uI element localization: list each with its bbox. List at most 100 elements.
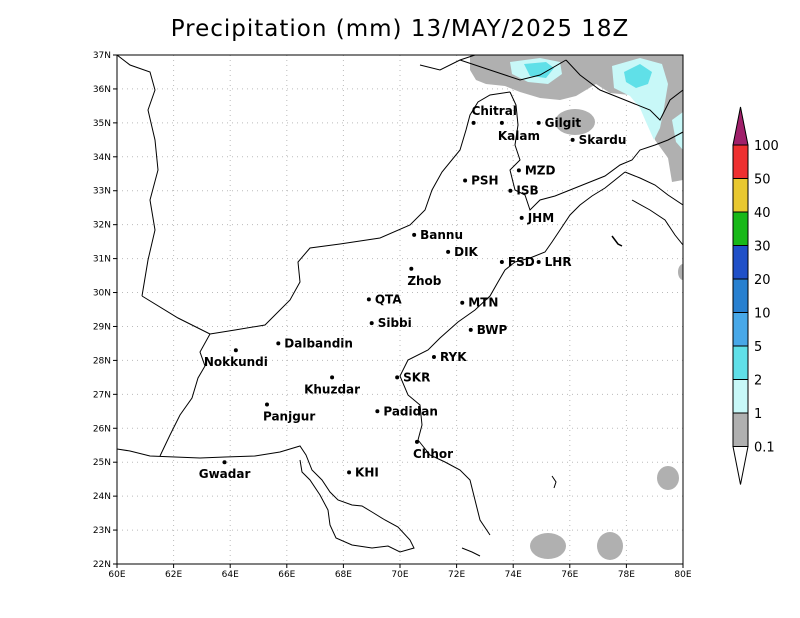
city-label: Gwadar: [199, 467, 251, 481]
lat-tick-label: 29N: [93, 322, 111, 332]
city-marker: [499, 120, 504, 125]
city-label: Khuzdar: [304, 382, 360, 396]
city-marker: [536, 120, 541, 125]
lon-tick-label: 76E: [561, 570, 578, 580]
precip-area-south-3: [657, 466, 679, 490]
legend-top-arrow: [732, 106, 749, 146]
city-label: JHM: [527, 211, 554, 225]
lon-tick-label: 74E: [505, 570, 522, 580]
city-marker: [369, 321, 374, 326]
map-title: Precipitation (mm) 13/MAY/2025 18Z: [170, 16, 630, 42]
city-marker: [409, 266, 414, 271]
city-marker: [414, 439, 419, 444]
color-legend: 100 50 40 30 20 10 5 2 1 0.1: [732, 106, 779, 485]
city-marker: [499, 259, 504, 264]
city-marker: [446, 249, 451, 254]
grid-lines: [117, 55, 683, 564]
precip-area-south-2: [597, 532, 623, 560]
lon-tick-label: 60E: [108, 570, 125, 580]
city-marker: [471, 120, 476, 125]
lon-tick-label: 64E: [222, 570, 239, 580]
latitude-ticks: 22N 23N 24N 25N 26N 27N 28N 29N 30N 31N 32N 33N 34N 3…: [93, 51, 117, 570]
map-frame: [116, 54, 684, 565]
border-afghanistan-pakistan: [209, 91, 511, 335]
city-label: Gilgit: [545, 116, 582, 130]
border-tibet: [631, 199, 683, 246]
legend-label: 100: [754, 139, 779, 154]
precip-area-cyan-4: [624, 64, 652, 88]
lat-tick-label: 37N: [93, 51, 111, 61]
city-label: RYK: [440, 350, 467, 364]
legend-swatch: [732, 178, 749, 213]
city-marker: [508, 188, 513, 193]
city-label: Skardu: [579, 133, 627, 147]
legend-label: 50: [754, 173, 771, 188]
lat-tick-label: 26N: [93, 424, 111, 434]
city-label: Nokkundi: [204, 355, 268, 369]
lat-tick-label: 28N: [93, 356, 111, 366]
city-label: Chitral: [472, 104, 517, 118]
lon-tick-label: 66E: [278, 570, 295, 580]
legend-swatch: [732, 245, 749, 280]
precip-area-cyan-5: [672, 112, 683, 150]
precip-area-cyan-2: [524, 62, 554, 78]
city-label: SKR: [403, 370, 430, 384]
city-marker: [460, 300, 465, 305]
city-label: MZD: [525, 163, 556, 177]
lat-tick-label: 33N: [93, 187, 111, 197]
city-label: Padidan: [383, 404, 438, 418]
lon-tick-label: 68E: [335, 570, 352, 580]
city-label: Kalam: [498, 129, 540, 143]
lat-tick-label: 36N: [93, 85, 111, 95]
city-marker: [330, 375, 335, 380]
city-label: LHR: [545, 255, 572, 269]
city-label: DIK: [454, 245, 478, 259]
legend-label: 5: [754, 340, 762, 355]
legend-label: 40: [754, 206, 771, 221]
city-label: Zhob: [407, 274, 441, 288]
city-marker: [431, 355, 436, 360]
coastline: [117, 445, 415, 553]
legend-label: 2: [754, 374, 762, 389]
city-label: KHI: [355, 465, 379, 479]
border-kashmir: [509, 91, 683, 211]
city-marker: [395, 375, 400, 380]
precip-area-east: [678, 264, 683, 280]
city-markers: Chitral Gilgit Kalam Skardu MZD PSH ISB JHM Bann…: [199, 104, 627, 481]
legend-swatch: [732, 211, 749, 246]
lat-tick-label: 31N: [93, 255, 111, 265]
lon-tick-label: 70E: [391, 570, 408, 580]
lat-tick-label: 30N: [93, 289, 111, 299]
border-afghanistan-tajik: [419, 55, 476, 71]
city-marker: [233, 348, 238, 353]
legend-swatch: [732, 278, 749, 313]
lat-tick-label: 25N: [93, 458, 111, 468]
city-marker: [375, 409, 380, 414]
border-pakistan-india: [399, 171, 626, 441]
city-label: Bannu: [420, 228, 463, 242]
lat-tick-label: 22N: [93, 560, 111, 570]
legend-swatch: [732, 412, 749, 447]
legend-label: 0.1: [754, 441, 775, 456]
city-label: Panjgur: [263, 410, 315, 424]
lon-tick-label: 80E: [674, 570, 691, 580]
border-china: [565, 59, 683, 121]
island: [551, 475, 557, 489]
lat-tick-label: 34N: [93, 153, 111, 163]
city-marker: [412, 232, 417, 237]
legend-swatch: [732, 144, 749, 179]
city-marker: [463, 178, 468, 183]
city-label: Sibbi: [378, 316, 412, 330]
city-marker: [536, 259, 541, 264]
lat-tick-label: 27N: [93, 390, 111, 400]
lat-tick-label: 35N: [93, 119, 111, 129]
city-marker: [276, 341, 281, 346]
lat-tick-label: 24N: [93, 492, 111, 502]
precip-area-gilgit: [555, 109, 595, 135]
city-label: BWP: [477, 323, 508, 337]
city-label: PSH: [471, 174, 498, 188]
city-label: Chhor: [413, 447, 453, 461]
river-lake: [611, 235, 623, 247]
lon-tick-label: 78E: [618, 570, 635, 580]
border-iran-pakistan: [141, 295, 211, 457]
